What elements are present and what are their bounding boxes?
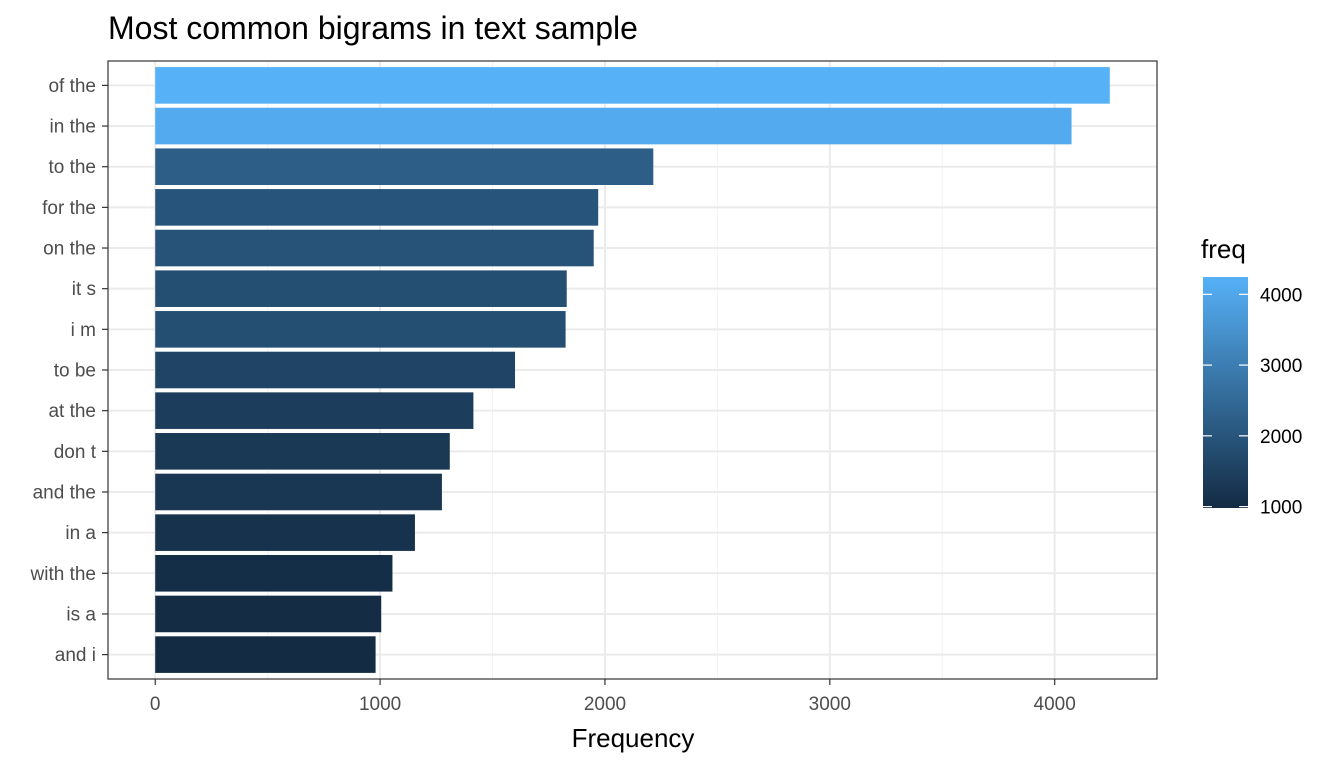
bar bbox=[155, 67, 1110, 104]
x-axis-title: Frequency bbox=[572, 723, 695, 753]
bar bbox=[155, 148, 654, 186]
y-tick-label: i m bbox=[71, 320, 96, 341]
bar bbox=[155, 636, 376, 673]
legend-tick-label: 1000 bbox=[1260, 498, 1302, 519]
legend-tick-label: 4000 bbox=[1260, 285, 1302, 306]
bar bbox=[155, 595, 382, 633]
bar bbox=[155, 392, 474, 429]
bar bbox=[155, 189, 599, 226]
bar bbox=[155, 554, 393, 592]
bar bbox=[155, 433, 450, 470]
bar bbox=[155, 473, 442, 511]
y-tick-label: don t bbox=[54, 442, 97, 463]
legend-title: freq bbox=[1201, 234, 1246, 264]
y-tick-label: is a bbox=[66, 604, 96, 625]
x-tick-label: 3000 bbox=[809, 694, 851, 715]
y-tick-label: for the bbox=[42, 198, 96, 219]
chart-title: Most common bigrams in text sample bbox=[108, 10, 638, 46]
y-tick-label: at the bbox=[48, 401, 96, 422]
bar bbox=[155, 311, 566, 348]
y-tick-label: in a bbox=[65, 523, 96, 544]
y-tick-label: to be bbox=[54, 361, 96, 382]
bar bbox=[155, 270, 567, 307]
x-tick-label: 1000 bbox=[359, 694, 401, 715]
bar bbox=[155, 229, 594, 267]
y-tick-label: and the bbox=[33, 482, 96, 503]
x-tick-label: 0 bbox=[150, 694, 161, 715]
x-tick-label: 4000 bbox=[1034, 694, 1076, 715]
y-tick-label: with the bbox=[30, 564, 96, 585]
y-tick-label: in the bbox=[50, 117, 96, 138]
x-tick-label: 2000 bbox=[584, 694, 626, 715]
y-tick-label: of the bbox=[48, 76, 96, 97]
bar bbox=[155, 351, 516, 389]
legend-tick-label: 2000 bbox=[1260, 427, 1302, 448]
y-tick-label: and i bbox=[55, 645, 96, 666]
y-tick-label: on the bbox=[43, 239, 96, 260]
y-tick-label: it s bbox=[72, 279, 96, 300]
legend-tick-label: 3000 bbox=[1260, 356, 1302, 377]
bar bbox=[155, 107, 1072, 145]
bar bbox=[155, 514, 415, 551]
legend-colorbar bbox=[1203, 277, 1248, 508]
y-tick-label: to the bbox=[48, 157, 96, 178]
